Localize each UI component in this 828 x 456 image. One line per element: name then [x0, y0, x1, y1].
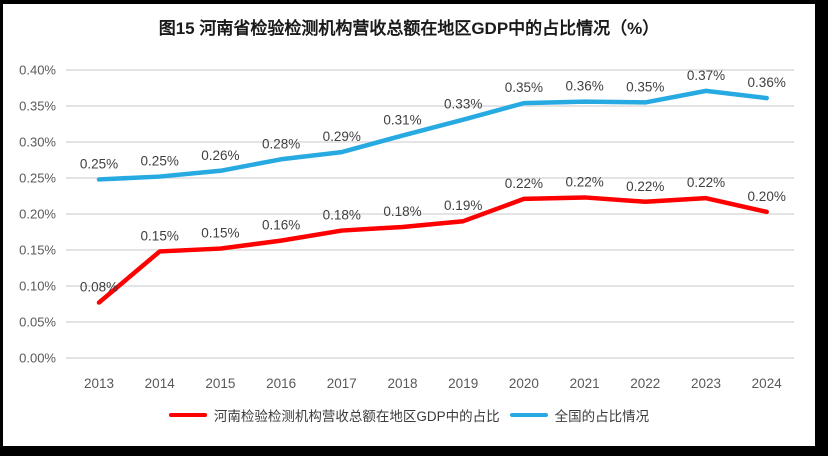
x-tick-label: 2017 — [327, 376, 357, 391]
data-label: 0.22% — [687, 175, 725, 190]
data-label: 0.26% — [201, 148, 239, 163]
data-label: 0.25% — [141, 154, 179, 169]
x-tick-label: 2020 — [509, 376, 539, 391]
x-tick-label: 2014 — [145, 376, 176, 391]
y-tick-label: 0.30% — [19, 135, 56, 150]
x-axis-tick-labels: 2013 2014 2015 2016 2017 2018 2019 2020 2021 2022… — [84, 376, 782, 391]
henan-series-label: 河南检验检测机构营收总额在地区GDP中的占比 — [213, 409, 500, 424]
y-tick-label: 0.20% — [19, 207, 56, 222]
gridlines — [66, 69, 794, 359]
y-tick-label: 0.35% — [19, 99, 56, 114]
data-label: 0.22% — [565, 174, 603, 189]
data-label: 0.18% — [323, 208, 361, 223]
data-label: 0.08% — [80, 280, 118, 295]
legend-item-henan: 河南检验检测机构营收总额在地区GDP中的占比 — [168, 405, 500, 425]
data-label: 0.22% — [626, 179, 664, 194]
x-tick-label: 2019 — [448, 376, 478, 391]
x-tick-label: 2022 — [630, 376, 660, 391]
legend: 河南检验检测机构营收总额在地区GDP中的占比 全国的占比情况 — [3, 405, 815, 425]
henan-series-line — [96, 195, 769, 305]
data-label: 0.33% — [444, 97, 482, 112]
henan-series-swatch — [168, 413, 207, 417]
x-tick-label: 2024 — [752, 376, 783, 391]
data-label: 0.25% — [80, 156, 118, 171]
y-tick-label: 0.40% — [19, 63, 56, 78]
y-tick-label: 0.15% — [19, 243, 56, 258]
x-tick-label: 2023 — [691, 376, 721, 391]
x-tick-label: 2015 — [205, 376, 235, 391]
y-axis-tick-labels: 0.40% 0.35% 0.30% 0.25% 0.20% 0.15% 0.10% 0.05%… — [19, 63, 56, 366]
data-point-labels: 0.08% 0.15% 0.15% 0.16% 0.18% 0.18% 0.19% 0.22%… — [80, 68, 786, 295]
national-series-line — [96, 88, 769, 182]
x-tick-label: 2021 — [570, 376, 600, 391]
data-label: 0.20% — [748, 189, 786, 204]
data-label: 0.35% — [626, 79, 664, 94]
data-label: 0.36% — [748, 75, 786, 90]
data-label: 0.37% — [687, 68, 725, 83]
data-label: 0.22% — [505, 176, 543, 191]
data-label: 0.35% — [505, 80, 543, 95]
national-series-label: 全国的占比情况 — [554, 409, 650, 424]
line-chart: 图15 河南省检验检测机构营收总额在地区GDP中的占比情况（%） 0.40%0.… — [19, 18, 794, 391]
data-label: 0.36% — [565, 79, 603, 94]
data-label: 0.15% — [141, 228, 179, 243]
data-label: 0.16% — [262, 218, 300, 233]
national-series-swatch — [509, 413, 548, 417]
x-tick-label: 2016 — [266, 376, 296, 391]
legend-item-national: 全国的占比情况 — [509, 405, 650, 425]
chart-title: 图15 河南省检验检测机构营收总额在地区GDP中的占比情况（%） — [159, 18, 660, 38]
x-tick-label: 2013 — [84, 376, 114, 391]
data-label: 0.15% — [201, 226, 239, 241]
y-tick-label: 0.25% — [19, 171, 56, 186]
data-label: 0.31% — [383, 113, 421, 128]
data-label: 0.18% — [383, 204, 421, 219]
y-tick-label: 0.00% — [19, 351, 56, 366]
x-tick-label: 2018 — [387, 376, 417, 391]
data-label: 0.28% — [262, 136, 300, 151]
data-label: 0.19% — [444, 198, 482, 213]
series-lines — [96, 88, 769, 305]
data-label: 0.29% — [323, 129, 361, 144]
chart-canvas: 图15 河南省检验检测机构营收总额在地区GDP中的占比情况（%） 0.40% 0.… — [3, 4, 815, 446]
y-tick-label: 0.05% — [19, 315, 56, 330]
y-tick-label: 0.10% — [19, 279, 56, 294]
